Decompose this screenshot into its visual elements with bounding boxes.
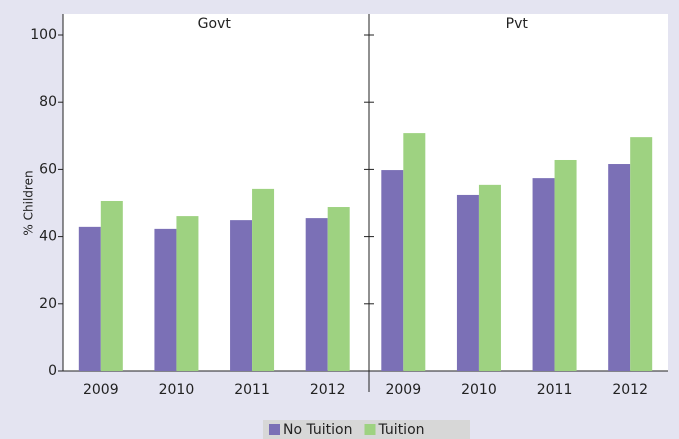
y-tick-label: 100: [30, 27, 57, 43]
x-tick-label: 2009: [385, 382, 421, 398]
y-tick-label: 80: [39, 94, 57, 110]
y-tick-label: 60: [39, 161, 57, 177]
bar: [532, 178, 555, 371]
bar: [78, 226, 101, 371]
bar: [305, 218, 328, 371]
plot-area: [63, 14, 668, 371]
x-tick-label: 2012: [310, 382, 346, 398]
bar: [478, 184, 501, 371]
x-tick-label: 2011: [537, 382, 573, 398]
x-tick-label: 2010: [461, 382, 497, 398]
bar: [252, 188, 275, 371]
x-tick-label: 2011: [234, 382, 270, 398]
bar: [327, 207, 350, 371]
bar: [230, 220, 253, 371]
legend-label: Tuition: [378, 422, 425, 438]
legend-label: No Tuition: [283, 422, 353, 438]
legend-swatch: [364, 424, 376, 435]
x-tick-label: 2010: [159, 382, 195, 398]
x-tick-label: 2012: [612, 382, 648, 398]
bar: [630, 137, 653, 371]
panel-title: Pvt: [506, 16, 529, 32]
bar: [554, 159, 577, 371]
bar: [403, 133, 426, 371]
panel-title: Govt: [198, 16, 232, 32]
bar: [608, 164, 631, 371]
y-tick-label: 40: [39, 229, 57, 245]
y-tick-label: 20: [39, 296, 57, 312]
x-tick-label: 2009: [83, 382, 119, 398]
bar: [154, 228, 177, 371]
bar: [381, 170, 404, 371]
bar: [456, 194, 479, 371]
y-tick-label: 0: [48, 363, 57, 379]
bar: [100, 200, 123, 371]
legend-swatch: [269, 424, 280, 435]
bar: [176, 216, 199, 371]
y-axis-label: % Children: [22, 170, 36, 235]
